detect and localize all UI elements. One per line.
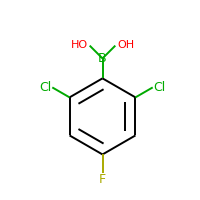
- Text: F: F: [99, 173, 106, 186]
- Text: HO: HO: [71, 40, 88, 50]
- Text: Cl: Cl: [39, 81, 51, 94]
- Text: B: B: [98, 52, 107, 65]
- Text: Cl: Cl: [154, 81, 166, 94]
- Text: OH: OH: [117, 40, 134, 50]
